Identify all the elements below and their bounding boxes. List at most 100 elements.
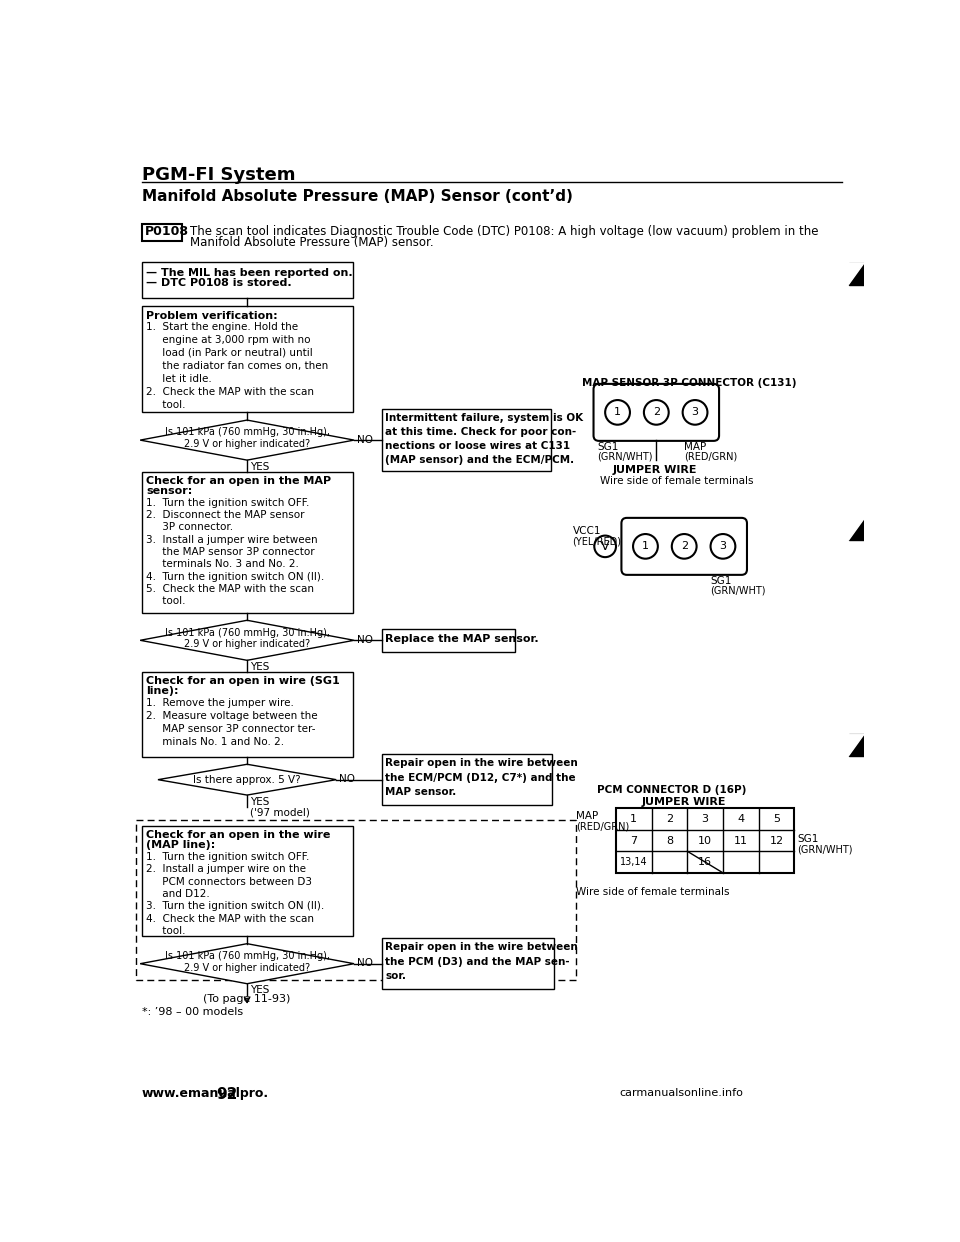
Circle shape <box>672 534 697 559</box>
Text: 12: 12 <box>769 836 783 846</box>
Circle shape <box>683 400 708 425</box>
Polygon shape <box>158 764 336 795</box>
Circle shape <box>710 534 735 559</box>
Text: 5: 5 <box>773 814 780 823</box>
Text: NO: NO <box>339 774 355 784</box>
Text: Manifold Absolute Pressure (MAP) Sensor (cont’d): Manifold Absolute Pressure (MAP) Sensor … <box>142 189 572 204</box>
Text: The scan tool indicates Diagnostic Trouble Code (DTC) P0108: A high voltage (low: The scan tool indicates Diagnostic Troub… <box>190 225 818 238</box>
Text: JUMPER WIRE: JUMPER WIRE <box>641 797 726 807</box>
Text: SG1: SG1 <box>798 835 819 845</box>
FancyBboxPatch shape <box>593 384 719 441</box>
Text: 4.  Turn the ignition switch ON (II).: 4. Turn the ignition switch ON (II). <box>146 571 324 581</box>
Text: sor.: sor. <box>385 971 406 981</box>
Text: — DTC P0108 is stored.: — DTC P0108 is stored. <box>146 278 292 288</box>
Polygon shape <box>849 519 864 540</box>
Text: 3.  Turn the ignition switch ON (II).: 3. Turn the ignition switch ON (II). <box>146 902 324 912</box>
FancyBboxPatch shape <box>621 518 747 575</box>
Text: MAP: MAP <box>684 442 707 452</box>
Text: (MAP line):: (MAP line): <box>146 841 216 851</box>
Text: (RED/GRN): (RED/GRN) <box>684 452 737 462</box>
Text: minals No. 1 and No. 2.: minals No. 1 and No. 2. <box>146 738 284 748</box>
Text: tool.: tool. <box>146 927 186 936</box>
FancyBboxPatch shape <box>142 262 352 298</box>
Text: 2.  Check the MAP with the scan: 2. Check the MAP with the scan <box>146 388 314 397</box>
Circle shape <box>594 535 616 558</box>
Text: (MAP sensor) and the ECM/PCM.: (MAP sensor) and the ECM/PCM. <box>385 455 574 465</box>
Text: Repair open in the wire between: Repair open in the wire between <box>385 758 578 768</box>
FancyBboxPatch shape <box>142 306 352 412</box>
Text: 1.  Turn the ignition switch OFF.: 1. Turn the ignition switch OFF. <box>146 498 310 508</box>
Text: Manifold Absolute Pressure (MAP) sensor.: Manifold Absolute Pressure (MAP) sensor. <box>190 236 433 250</box>
Text: 1: 1 <box>642 542 649 551</box>
Text: 1.  Start the engine. Hold the: 1. Start the engine. Hold the <box>146 322 299 332</box>
Text: NO: NO <box>357 435 373 445</box>
Text: Replace the MAP sensor.: Replace the MAP sensor. <box>385 635 539 645</box>
Text: tool.: tool. <box>146 400 186 410</box>
FancyBboxPatch shape <box>382 410 551 471</box>
Text: P0108: P0108 <box>145 225 189 238</box>
Text: MAP sensor 3P connector ter-: MAP sensor 3P connector ter- <box>146 724 316 734</box>
Text: 2: 2 <box>653 407 660 417</box>
Polygon shape <box>140 944 354 984</box>
Text: Wire side of female terminals: Wire side of female terminals <box>576 888 730 898</box>
Text: let it idle.: let it idle. <box>146 374 212 384</box>
Text: 2.  Measure voltage between the: 2. Measure voltage between the <box>146 712 318 722</box>
Text: YES: YES <box>251 462 270 472</box>
Text: engine at 3,000 rpm with no: engine at 3,000 rpm with no <box>146 334 311 344</box>
Text: Intermittent failure, system is OK: Intermittent failure, system is OK <box>385 414 583 424</box>
Text: JUMPER WIRE: JUMPER WIRE <box>612 465 697 474</box>
Text: NO: NO <box>357 959 373 969</box>
Text: 2.  Disconnect the MAP sensor: 2. Disconnect the MAP sensor <box>146 510 305 520</box>
FancyBboxPatch shape <box>142 472 352 612</box>
Text: (GRN/WHT): (GRN/WHT) <box>710 586 766 596</box>
Text: YES: YES <box>251 985 270 995</box>
Text: *: ’98 – 00 models: *: ’98 – 00 models <box>142 1007 243 1017</box>
Text: (GRN/WHT): (GRN/WHT) <box>597 452 653 462</box>
Text: tool.: tool. <box>146 596 186 606</box>
Text: the ECM/PCM (D12, C7*) and the: the ECM/PCM (D12, C7*) and the <box>385 773 576 782</box>
Text: 3.  Install a jumper wire between: 3. Install a jumper wire between <box>146 535 318 545</box>
Text: at this time. Check for poor con-: at this time. Check for poor con- <box>385 427 576 437</box>
Text: 3P connector.: 3P connector. <box>146 523 233 533</box>
Text: 2.  Install a jumper wire on the: 2. Install a jumper wire on the <box>146 864 306 874</box>
Text: 3: 3 <box>691 407 699 417</box>
FancyBboxPatch shape <box>382 754 552 805</box>
Text: — The MIL has been reported on.: — The MIL has been reported on. <box>146 267 353 278</box>
Text: 5.  Check the MAP with the scan: 5. Check the MAP with the scan <box>146 584 314 594</box>
Text: www.emanualpro.: www.emanualpro. <box>142 1087 269 1100</box>
Text: PCM connectors between D3: PCM connectors between D3 <box>146 877 312 887</box>
Text: YES: YES <box>251 796 270 806</box>
FancyBboxPatch shape <box>382 938 554 989</box>
Circle shape <box>644 400 669 425</box>
Text: Check for an open in the MAP: Check for an open in the MAP <box>146 476 331 487</box>
Text: carmanualsonline.info: carmanualsonline.info <box>620 1088 744 1098</box>
Text: (YEL/RED): (YEL/RED) <box>572 537 622 546</box>
Text: 13,14: 13,14 <box>620 857 648 867</box>
Circle shape <box>605 400 630 425</box>
Text: line):: line): <box>146 687 179 697</box>
Text: NO: NO <box>357 635 373 645</box>
Text: load (in Park or neutral) until: load (in Park or neutral) until <box>146 348 313 358</box>
Text: ('97 model): ('97 model) <box>251 807 310 817</box>
Text: MAP sensor.: MAP sensor. <box>385 787 456 797</box>
FancyBboxPatch shape <box>142 224 182 241</box>
Text: sensor:: sensor: <box>146 487 193 497</box>
Polygon shape <box>140 620 354 661</box>
Text: PGM-FI System: PGM-FI System <box>142 166 296 184</box>
Text: 1.  Remove the jumper wire.: 1. Remove the jumper wire. <box>146 698 294 708</box>
Text: and D12.: and D12. <box>146 889 210 899</box>
Text: 16: 16 <box>698 857 712 867</box>
Text: the radiator fan comes on, then: the radiator fan comes on, then <box>146 360 328 371</box>
Text: 92: 92 <box>216 1087 237 1102</box>
Text: Is 101 kPa (760 mmHg, 30 in.Hg),: Is 101 kPa (760 mmHg, 30 in.Hg), <box>164 427 329 437</box>
Text: 2.9 V or higher indicated?: 2.9 V or higher indicated? <box>184 963 310 972</box>
Text: 1: 1 <box>614 407 621 417</box>
Text: terminals No. 3 and No. 2.: terminals No. 3 and No. 2. <box>146 559 300 569</box>
Circle shape <box>633 534 658 559</box>
Polygon shape <box>849 263 864 284</box>
Text: 4: 4 <box>737 814 744 823</box>
Text: (RED/GRN): (RED/GRN) <box>576 821 629 831</box>
Text: YES: YES <box>251 662 270 672</box>
Text: 2.9 V or higher indicated?: 2.9 V or higher indicated? <box>184 438 310 448</box>
Text: the PCM (D3) and the MAP sen-: the PCM (D3) and the MAP sen- <box>385 956 569 966</box>
